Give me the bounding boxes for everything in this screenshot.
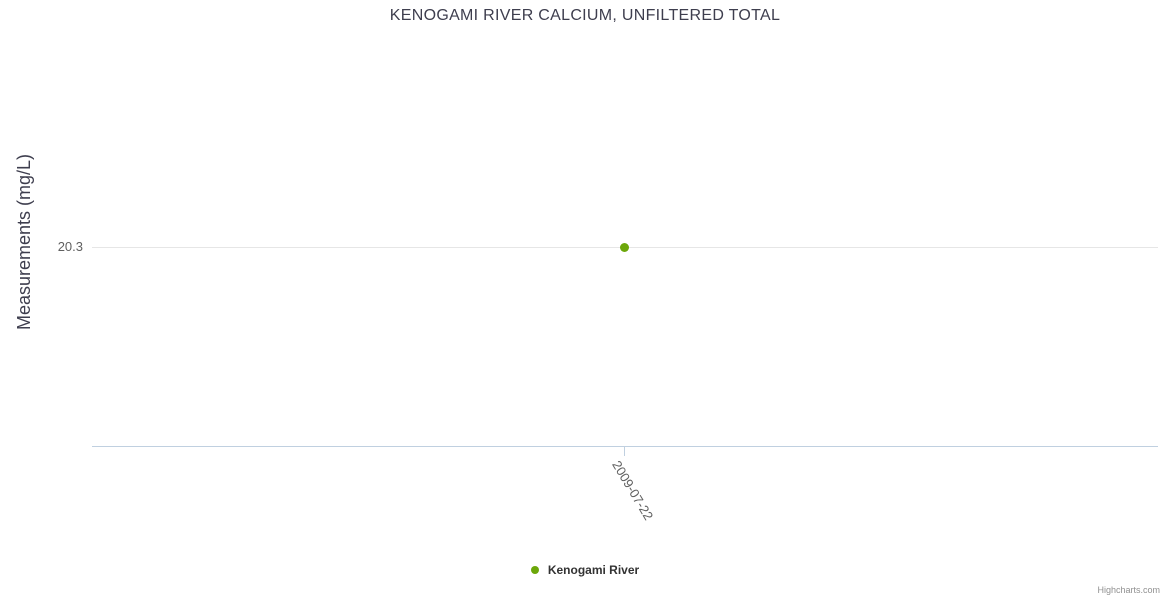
legend-item-kenogami-river[interactable]: Kenogami River bbox=[530, 563, 640, 577]
highcharts-credits-link[interactable]: Highcharts.com bbox=[1097, 585, 1160, 595]
chart-legend: Kenogami River bbox=[0, 563, 1170, 577]
legend-item-label: Kenogami River bbox=[547, 563, 640, 577]
x-axis-tick-mark-0 bbox=[624, 447, 625, 456]
circle-marker-icon bbox=[530, 566, 539, 574]
y-axis-tick-label-0: 20.3 bbox=[57, 239, 83, 254]
y-axis-tick-group: 20.3 bbox=[0, 239, 83, 256]
x-axis-tick-label-0: 2009-07-22 bbox=[609, 458, 657, 523]
chart-title: KENOGAMI RIVER CALCIUM, UNFILTERED TOTAL bbox=[389, 7, 781, 24]
data-point-kenogami-river-0[interactable] bbox=[619, 242, 629, 252]
x-axis-line bbox=[92, 446, 1158, 447]
plot-area bbox=[92, 47, 1158, 446]
